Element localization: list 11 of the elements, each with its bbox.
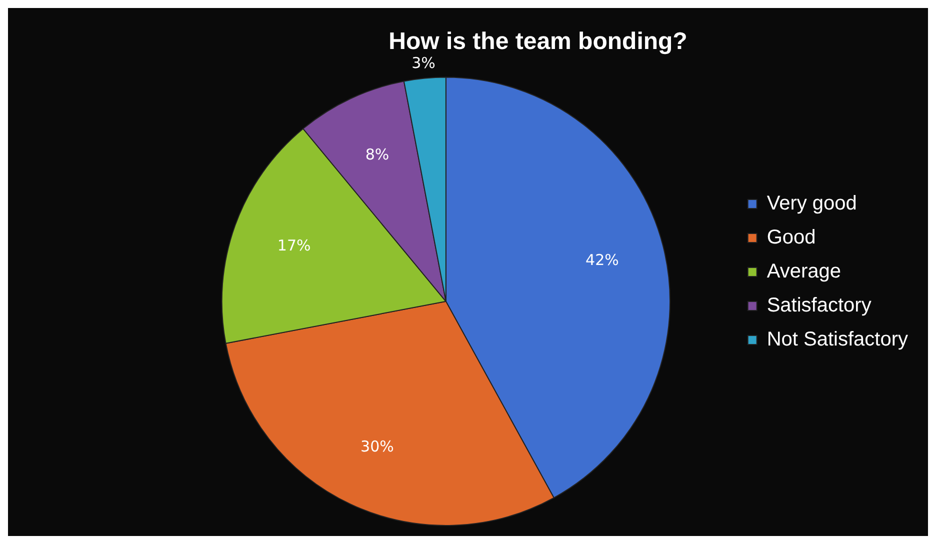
chart-title: How is the team bonding? [388,28,688,56]
data-label: 3% [412,54,436,72]
legend-label: Very good [766,192,857,215]
legend-label: Good [766,226,816,249]
legend-label: Not Satisfactory [766,328,908,351]
legend-label: Satisfactory [766,294,872,317]
data-label: 30% [360,437,394,456]
data-label: 42% [586,251,619,270]
data-label: 17% [277,236,311,255]
data-label: 8% [365,145,390,164]
legend-label: Average [766,260,841,283]
